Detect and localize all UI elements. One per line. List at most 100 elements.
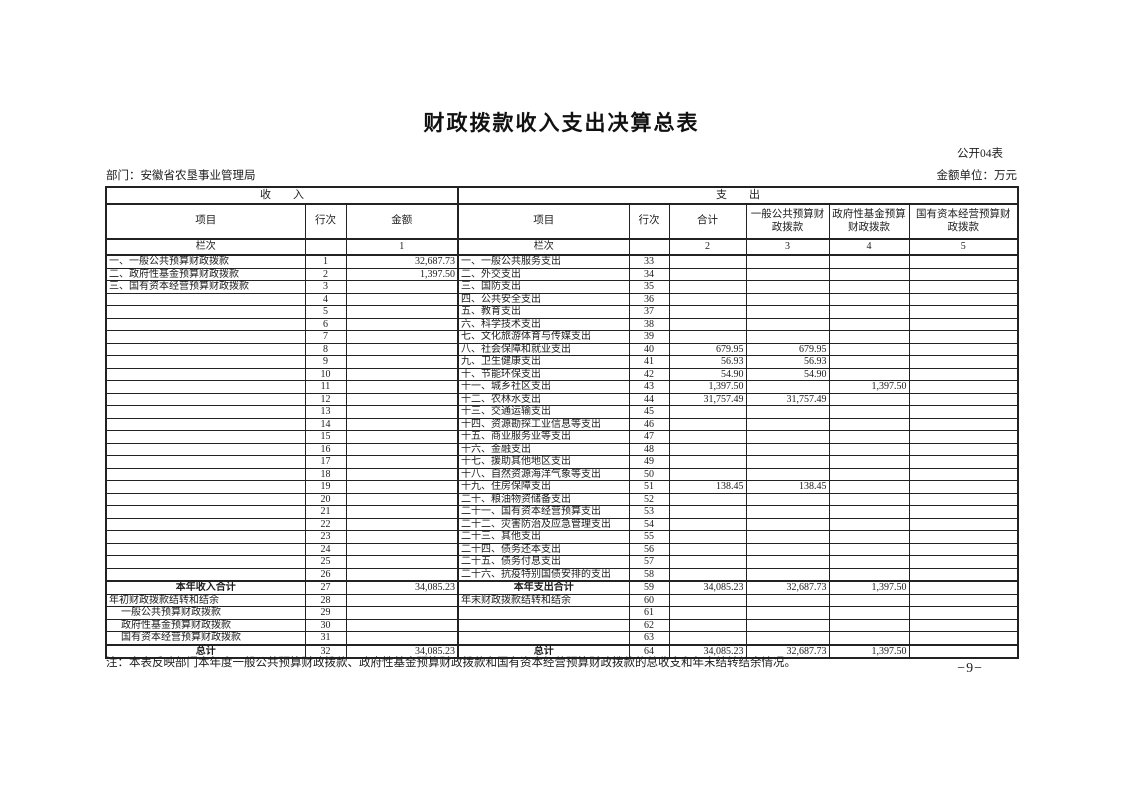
expense-row-number: 48 — [628, 442, 670, 456]
income-item — [105, 367, 306, 381]
income-row-number: 17 — [304, 455, 347, 469]
column-number: 4 — [828, 238, 910, 256]
income-amount: 34,085.23 — [345, 580, 459, 595]
expense-row-number: 42 — [628, 367, 670, 381]
expense-gov-fund-amount — [828, 492, 910, 506]
income-row-number: 24 — [304, 542, 347, 556]
income-row-number: 19 — [304, 480, 347, 494]
expense-general-budget-amount — [745, 530, 830, 544]
expense-item: 八、社会保障和就业支出 — [457, 342, 630, 356]
expense-general-budget-header: 一般公共预算财政拨款 — [745, 203, 830, 240]
expense-gov-fund-amount — [828, 467, 910, 481]
income-row-number: 11 — [304, 380, 347, 394]
expense-row-number: 37 — [628, 305, 670, 319]
income-amount: 32,687.73 — [345, 254, 459, 269]
expense-item: 总计 — [457, 643, 630, 659]
income-row-number: 22 — [304, 517, 347, 531]
income-item — [105, 392, 306, 406]
expense-item: 二十六、抗疫特别国债安排的支出 — [457, 567, 630, 582]
table-row: 24 二十四、债务还本支出 56 — [105, 542, 1019, 556]
expense-gov-fund-amount — [828, 330, 910, 344]
expense-total — [668, 467, 747, 481]
expense-gov-fund-amount — [828, 593, 910, 607]
income-amount — [345, 392, 459, 406]
expense-total — [668, 492, 747, 506]
expense-gov-fund-amount — [828, 392, 910, 406]
expense-state-capital-amount — [908, 467, 1019, 481]
income-item — [105, 417, 306, 431]
income-row-number: 9 — [304, 355, 347, 369]
income-item — [105, 430, 306, 444]
income-amount — [345, 555, 459, 569]
expense-item: 十四、资源勘探工业信息等支出 — [457, 417, 630, 431]
expense-general-budget-amount — [745, 606, 830, 620]
income-amount — [345, 606, 459, 620]
table-row: 二、政府性基金预算财政拨款 2 1,397.50 二、外交支出 34 — [105, 267, 1019, 281]
income-row-number: 31 — [304, 631, 347, 645]
income-amount — [345, 593, 459, 607]
column-number: 3 — [745, 238, 830, 256]
expense-gov-fund-amount — [828, 618, 910, 632]
income-amount — [345, 492, 459, 506]
expense-item: 二十五、债务付息支出 — [457, 555, 630, 569]
table-row: 三、国有资本经营预算财政拨款 3 三、国防支出 35 — [105, 280, 1019, 294]
income-item — [105, 342, 306, 356]
expense-total: 679.95 — [668, 342, 747, 356]
expense-row-number: 40 — [628, 342, 670, 356]
expense-state-capital-header: 国有资本经营预算财政拨款 — [908, 203, 1019, 240]
expense-item: 十二、农林水支出 — [457, 392, 630, 406]
expense-row-number: 41 — [628, 355, 670, 369]
table-row: 14 十四、资源勘探工业信息等支出 46 — [105, 417, 1019, 431]
expense-state-capital-amount — [908, 618, 1019, 632]
expense-item: 二十二、灾害防治及应急管理支出 — [457, 517, 630, 531]
expense-state-capital-amount — [908, 280, 1019, 294]
income-item — [105, 555, 306, 569]
expense-general-budget-amount — [745, 517, 830, 531]
income-amount — [345, 517, 459, 531]
expense-state-capital-amount — [908, 442, 1019, 456]
income-amount — [345, 542, 459, 556]
expense-total — [668, 280, 747, 294]
expense-state-capital-amount — [908, 392, 1019, 406]
income-amount: 1,397.50 — [345, 267, 459, 281]
expense-lanci-label: 栏次 — [457, 238, 630, 256]
table-row: 总计 32 34,085.23 总计 64 34,085.23 32,687.73 1,397… — [105, 643, 1019, 659]
expense-general-budget-amount: 32,687.73 — [745, 580, 830, 595]
expense-state-capital-amount — [908, 580, 1019, 595]
income-row-number: 13 — [304, 405, 347, 419]
expense-gov-fund-amount — [828, 455, 910, 469]
expense-item: 四、公共安全支出 — [457, 292, 630, 306]
expense-gov-fund-amount — [828, 517, 910, 531]
income-row-number: 32 — [304, 643, 347, 659]
income-row-number: 7 — [304, 330, 347, 344]
expense-state-capital-amount — [908, 530, 1019, 544]
fiscal-appropriation-table: 收 入 支 出 项目 行次 金额 项目 行次 合计 一般公共预算财政拨款 政府性… — [105, 186, 1020, 659]
income-item — [105, 355, 306, 369]
income-row-number: 21 — [304, 505, 347, 519]
expense-row-number: 62 — [628, 618, 670, 632]
expense-state-capital-amount — [908, 330, 1019, 344]
table-row: 4 四、公共安全支出 36 — [105, 292, 1019, 306]
income-row-number: 25 — [304, 555, 347, 569]
column-header-row: 项目 行次 金额 项目 行次 合计 一般公共预算财政拨款 政府性基金预算财政拨款… — [105, 203, 1019, 240]
expense-total — [668, 555, 747, 569]
expense-total — [668, 505, 747, 519]
income-item — [105, 455, 306, 469]
expense-general-budget-amount — [745, 631, 830, 645]
expense-row-number: 49 — [628, 455, 670, 469]
expense-row-number: 34 — [628, 267, 670, 281]
table-row: 一、一般公共预算财政拨款 1 32,687.73 一、一般公共服务支出 33 — [105, 254, 1019, 269]
expense-state-capital-amount — [908, 317, 1019, 331]
income-row-number: 16 — [304, 442, 347, 456]
column-number: 2 — [668, 238, 747, 256]
income-row-number: 30 — [304, 618, 347, 632]
expense-gov-fund-amount — [828, 305, 910, 319]
table-row: 6 六、科学技术支出 38 — [105, 317, 1019, 331]
expense-gov-fund-amount: 1,397.50 — [828, 580, 910, 595]
table-row: 16 十六、金融支出 48 — [105, 442, 1019, 456]
expense-total — [668, 405, 747, 419]
department-label: 部门：安徽省农垦事业管理局 — [106, 170, 256, 182]
expense-item: 二十四、债务还本支出 — [457, 542, 630, 556]
expense-row-number: 56 — [628, 542, 670, 556]
expense-item: 七、文化旅游体育与传媒支出 — [457, 330, 630, 344]
